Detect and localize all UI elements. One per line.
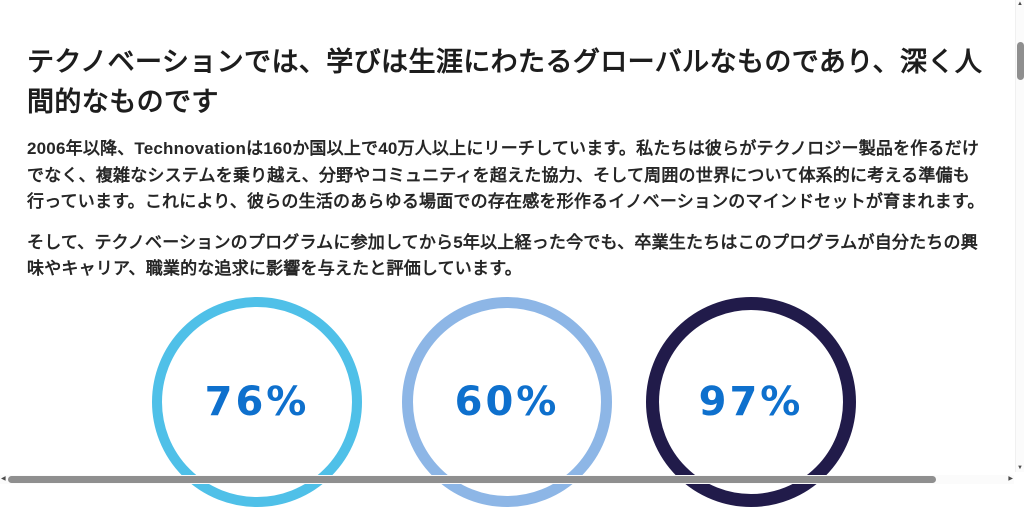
- scroll-up-arrow-icon[interactable]: ▲: [1017, 1, 1023, 7]
- vertical-scrollbar-thumb[interactable]: [1017, 42, 1024, 80]
- scroll-left-arrow-icon[interactable]: ◀: [1, 476, 6, 482]
- stat-circle-1: 76%: [152, 296, 362, 507]
- main-content: テクノベーションでは、学びは生涯にわたるグローバルなものであり、深く人間的なもの…: [27, 42, 987, 507]
- stat-value-3: 97%: [698, 378, 804, 425]
- page-title: テクノベーションでは、学びは生涯にわたるグローバルなものであり、深く人間的なもの…: [27, 47, 983, 117]
- horizontal-scrollbar-thumb[interactable]: [8, 476, 936, 483]
- stat-value-1: 76%: [204, 378, 310, 425]
- scroll-right-arrow-icon[interactable]: ▶: [1008, 476, 1013, 482]
- vertical-scrollbar[interactable]: ▲ ▼: [1015, 0, 1024, 472]
- scroll-down-arrow-icon[interactable]: ▼: [1017, 465, 1023, 471]
- stat-value-2: 60%: [454, 378, 560, 425]
- reach-paragraph: 2006年以降、Technovationは160か国以上で40万人以上にリーチし…: [27, 139, 985, 211]
- alumni-paragraph: そして、テクノベーションのプログラムに参加してから5年以上経った今でも、卒業生た…: [27, 232, 978, 279]
- horizontal-scrollbar[interactable]: ◀ ▶: [0, 475, 1014, 484]
